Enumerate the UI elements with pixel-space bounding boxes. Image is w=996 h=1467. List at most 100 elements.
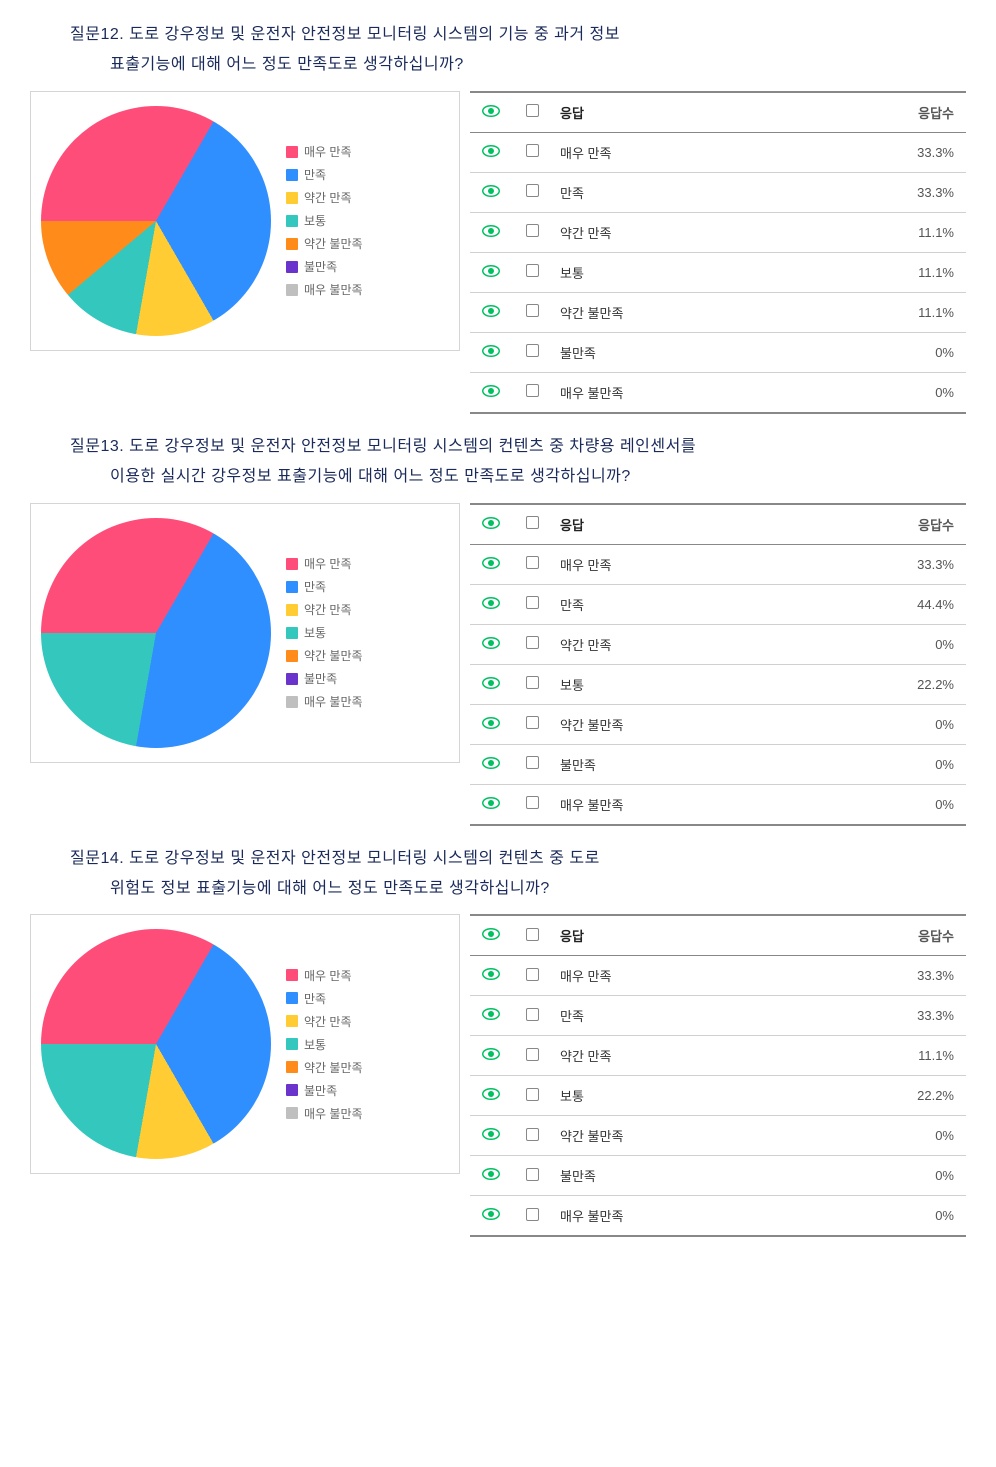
row-eye[interactable]: [470, 956, 512, 996]
row-label: 매우 만족: [552, 132, 793, 172]
question-line1: 질문13. 도로 강우정보 및 운전자 안전정보 모니터링 시스템의 컨텐츠 중…: [70, 438, 696, 455]
row-eye[interactable]: [470, 372, 512, 413]
checkbox[interactable]: [526, 304, 539, 317]
checkbox[interactable]: [526, 144, 539, 157]
row-eye[interactable]: [470, 664, 512, 704]
row-eye[interactable]: [470, 1156, 512, 1196]
checkbox[interactable]: [526, 516, 539, 529]
checkbox[interactable]: [526, 1048, 539, 1061]
row-eye[interactable]: [470, 172, 512, 212]
checkbox[interactable]: [526, 384, 539, 397]
checkbox[interactable]: [526, 1008, 539, 1021]
checkbox[interactable]: [526, 1128, 539, 1141]
checkbox[interactable]: [526, 716, 539, 729]
legend-item: 보통: [286, 1036, 363, 1053]
legend: 매우 만족만족약간 만족보통약간 불만족불만족매우 불만족: [286, 967, 363, 1122]
row-checkbox[interactable]: [512, 996, 552, 1036]
eye-icon: [482, 1128, 500, 1140]
checkbox[interactable]: [526, 928, 539, 941]
row-checkbox[interactable]: [512, 1196, 552, 1237]
row-checkbox[interactable]: [512, 372, 552, 413]
row-checkbox[interactable]: [512, 252, 552, 292]
checkbox[interactable]: [526, 1168, 539, 1181]
row-checkbox[interactable]: [512, 292, 552, 332]
eye-icon: [482, 677, 500, 689]
checkbox[interactable]: [526, 796, 539, 809]
checkbox[interactable]: [526, 556, 539, 569]
row-checkbox[interactable]: [512, 1116, 552, 1156]
row-checkbox[interactable]: [512, 332, 552, 372]
row-eye[interactable]: [470, 744, 512, 784]
row-label: 약간 불만족: [552, 1116, 793, 1156]
row-eye[interactable]: [470, 544, 512, 584]
row-label: 매우 불만족: [552, 1196, 793, 1237]
checkbox[interactable]: [526, 756, 539, 769]
checkbox[interactable]: [526, 636, 539, 649]
row-checkbox[interactable]: [512, 584, 552, 624]
eye-icon: [482, 968, 500, 980]
row-eye[interactable]: [470, 784, 512, 825]
row-label: 매우 불만족: [552, 784, 793, 825]
header-response: 응답: [552, 915, 793, 956]
row-eye[interactable]: [470, 1116, 512, 1156]
row-checkbox[interactable]: [512, 1076, 552, 1116]
legend-label: 불만족: [304, 670, 337, 687]
checkbox[interactable]: [526, 264, 539, 277]
row-checkbox[interactable]: [512, 624, 552, 664]
row-eye[interactable]: [470, 252, 512, 292]
legend-label: 매우 만족: [304, 143, 352, 160]
table-row: 만족44.4%: [470, 584, 966, 624]
checkbox[interactable]: [526, 1088, 539, 1101]
row-checkbox[interactable]: [512, 544, 552, 584]
row-checkbox[interactable]: [512, 132, 552, 172]
row-value: 11.1%: [793, 1036, 966, 1076]
row-value: 0%: [793, 784, 966, 825]
legend-label: 약간 불만족: [304, 647, 363, 664]
header-checkbox[interactable]: [512, 92, 552, 133]
checkbox[interactable]: [526, 184, 539, 197]
header-checkbox[interactable]: [512, 915, 552, 956]
row-checkbox[interactable]: [512, 664, 552, 704]
row-eye[interactable]: [470, 584, 512, 624]
legend-swatch: [286, 238, 298, 250]
row-checkbox[interactable]: [512, 1036, 552, 1076]
eye-icon: [482, 185, 500, 197]
eye-icon: [482, 597, 500, 609]
row-checkbox[interactable]: [512, 956, 552, 996]
row-eye[interactable]: [470, 212, 512, 252]
header-count: 응답수: [793, 92, 966, 133]
header-checkbox[interactable]: [512, 504, 552, 545]
row-checkbox[interactable]: [512, 172, 552, 212]
checkbox[interactable]: [526, 224, 539, 237]
row-checkbox[interactable]: [512, 704, 552, 744]
eye-icon: [482, 385, 500, 397]
checkbox[interactable]: [526, 1208, 539, 1221]
row-eye[interactable]: [470, 1036, 512, 1076]
eye-icon: [482, 757, 500, 769]
row-eye[interactable]: [470, 1076, 512, 1116]
row-eye[interactable]: [470, 332, 512, 372]
checkbox[interactable]: [526, 596, 539, 609]
row-checkbox[interactable]: [512, 212, 552, 252]
eye-icon: [482, 145, 500, 157]
row-eye[interactable]: [470, 996, 512, 1036]
row-eye[interactable]: [470, 624, 512, 664]
header-count: 응답수: [793, 915, 966, 956]
header-eye: [470, 92, 512, 133]
question-line1: 질문14. 도로 강우정보 및 운전자 안전정보 모니터링 시스템의 컨텐츠 중…: [70, 850, 600, 867]
legend-item: 매우 만족: [286, 555, 363, 572]
checkbox[interactable]: [526, 676, 539, 689]
row-label: 매우 만족: [552, 544, 793, 584]
row-eye[interactable]: [470, 704, 512, 744]
row-label: 불만족: [552, 1156, 793, 1196]
row-eye[interactable]: [470, 292, 512, 332]
row-eye[interactable]: [470, 1196, 512, 1237]
row-checkbox[interactable]: [512, 784, 552, 825]
row-eye[interactable]: [470, 132, 512, 172]
row-label: 약간 만족: [552, 1036, 793, 1076]
checkbox[interactable]: [526, 104, 539, 117]
checkbox[interactable]: [526, 968, 539, 981]
row-checkbox[interactable]: [512, 744, 552, 784]
row-checkbox[interactable]: [512, 1156, 552, 1196]
checkbox[interactable]: [526, 344, 539, 357]
